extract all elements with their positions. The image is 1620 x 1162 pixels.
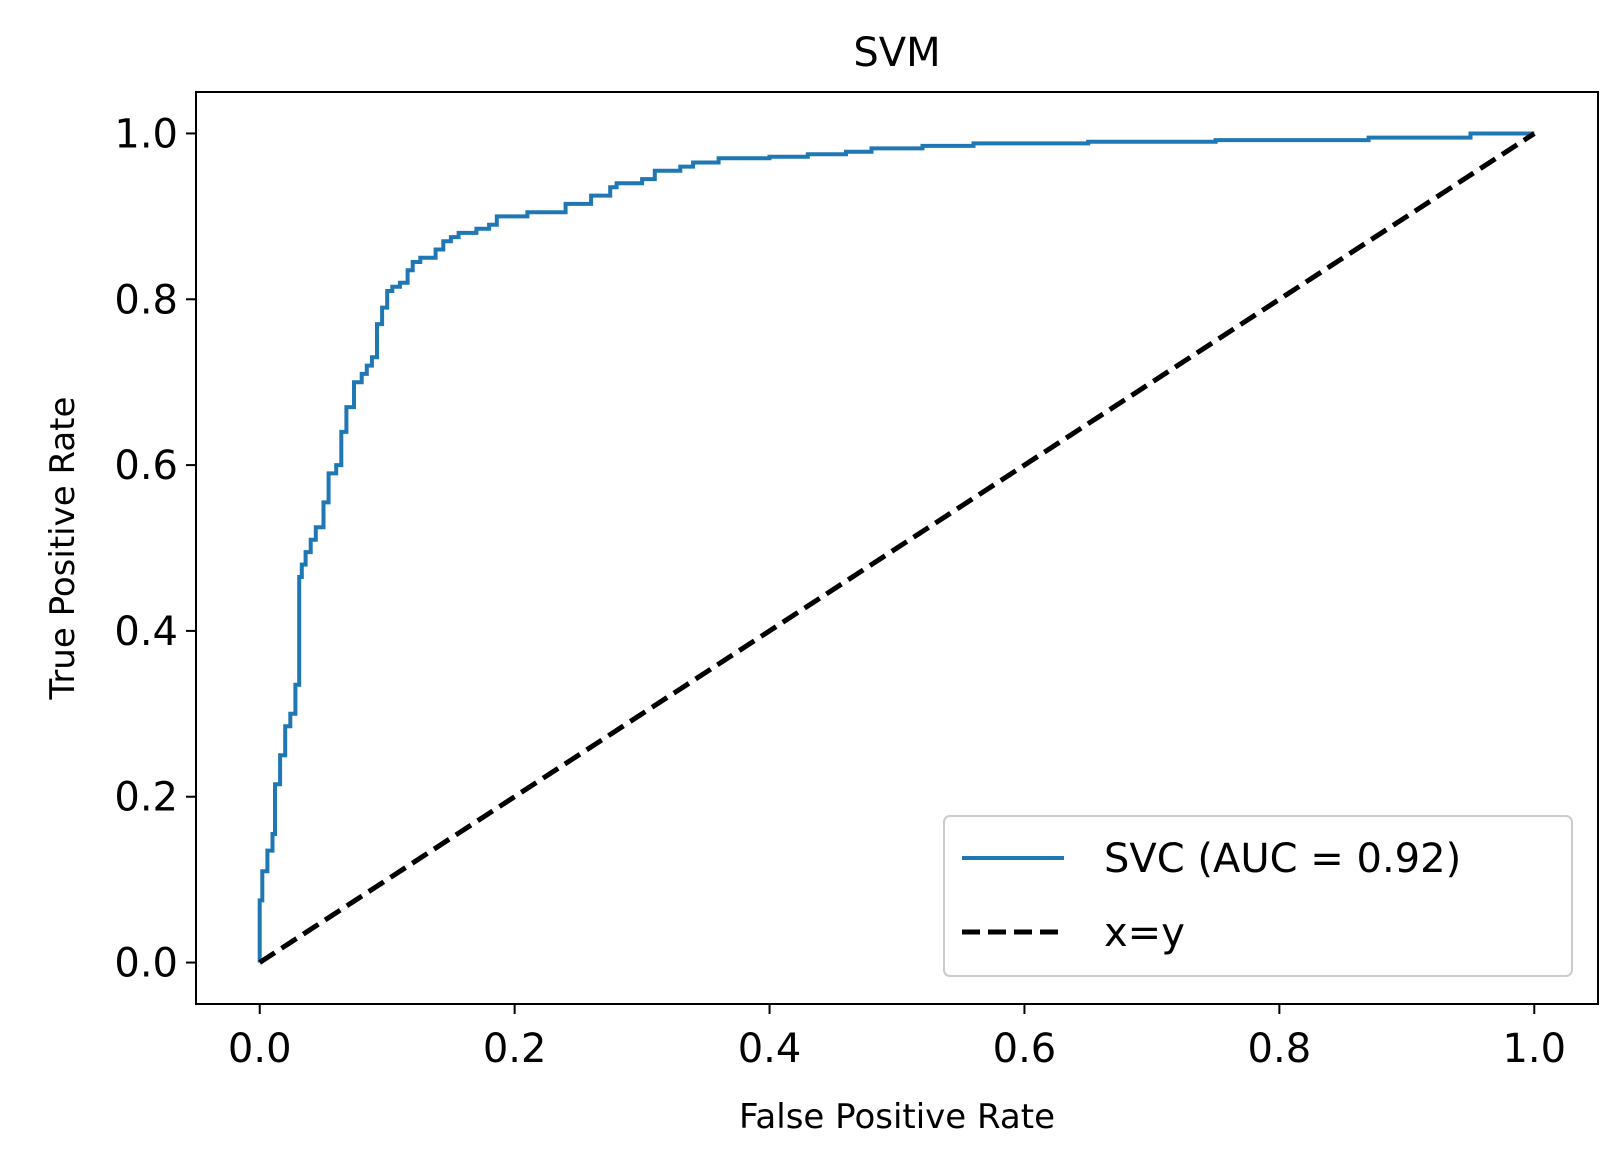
x-tick-label: 0.6 bbox=[993, 1026, 1057, 1072]
y-axis-ticks: 0.0 0.2 0.4 0.6 0.8 1.0 bbox=[114, 111, 196, 987]
x-tick-label: 0.2 bbox=[483, 1026, 547, 1072]
y-tick-label: 0.8 bbox=[114, 277, 178, 323]
y-tick-label: 0.0 bbox=[114, 941, 178, 987]
x-axis-label: False Positive Rate bbox=[739, 1097, 1055, 1137]
series-layer bbox=[257, 131, 1536, 965]
series-line-svc bbox=[257, 131, 1535, 963]
y-tick-label: 0.6 bbox=[114, 443, 178, 489]
y-axis-label: True Positive Rate bbox=[43, 397, 83, 701]
x-tick-label: 0.8 bbox=[1248, 1026, 1312, 1072]
x-tick-label: 1.0 bbox=[1502, 1026, 1566, 1072]
x-axis-ticks: 0.0 0.2 0.4 0.6 0.8 1.0 bbox=[228, 1004, 1566, 1072]
y-tick-label: 1.0 bbox=[114, 111, 178, 157]
y-tick-label: 0.2 bbox=[114, 775, 178, 821]
x-tick-label: 0.4 bbox=[738, 1026, 802, 1072]
legend-label-diagonal: x=y bbox=[1104, 910, 1185, 956]
plot-area-frame bbox=[195, 91, 1599, 1005]
legend-label-svc: SVC (AUC = 0.92) bbox=[1104, 836, 1461, 882]
y-tick-label: 0.4 bbox=[114, 609, 178, 655]
legend-box bbox=[943, 815, 1573, 977]
chart-title: SVM bbox=[853, 30, 940, 76]
legend: SVC (AUC = 0.92) x=y bbox=[943, 815, 1573, 977]
series-line-diagonal bbox=[258, 131, 1536, 965]
x-tick-label: 0.0 bbox=[228, 1026, 292, 1072]
